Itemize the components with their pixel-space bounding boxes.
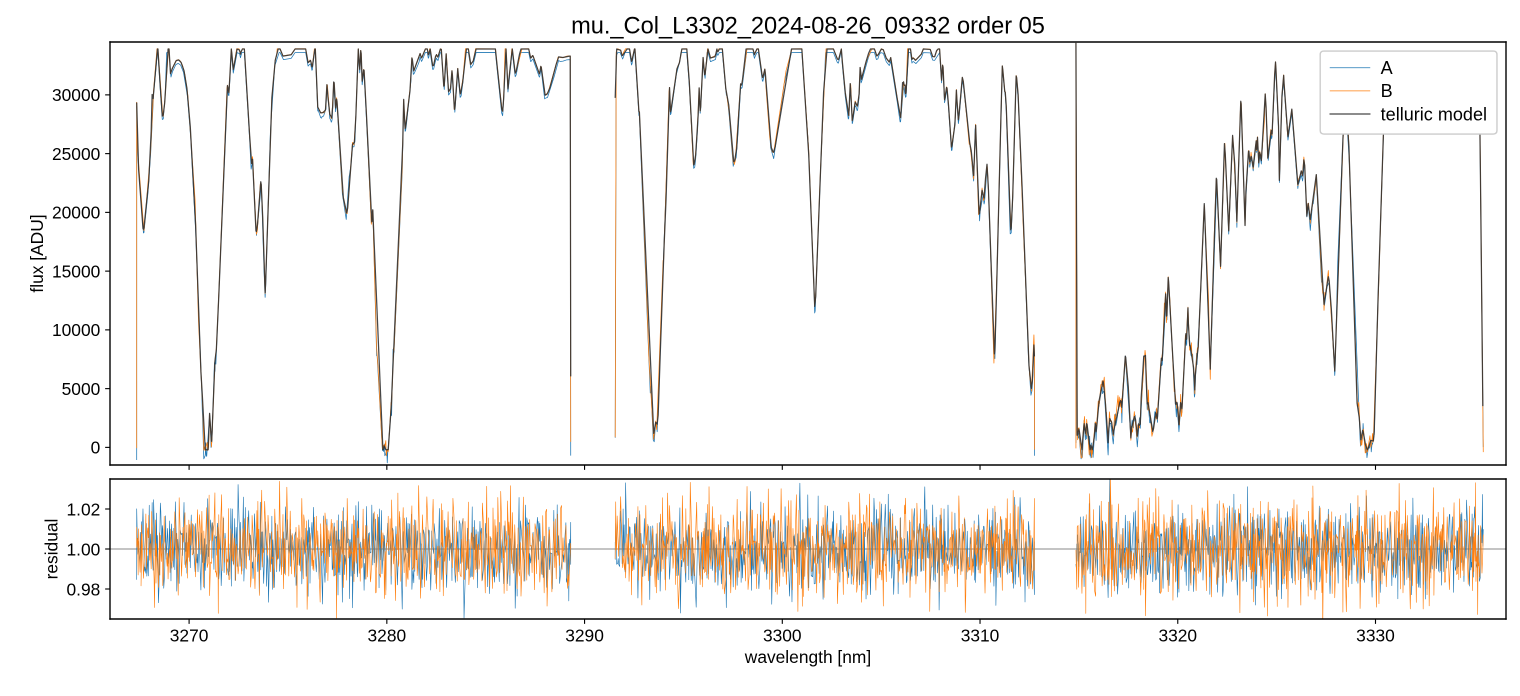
svg-text:20000: 20000 [52,203,100,223]
svg-text:3290: 3290 [565,625,604,645]
svg-text:3300: 3300 [763,625,802,645]
svg-text:3270: 3270 [170,625,209,645]
svg-text:3280: 3280 [368,625,407,645]
svg-text:15000: 15000 [52,261,100,281]
svg-text:A: A [1381,58,1393,78]
svg-text:3310: 3310 [961,625,1000,645]
svg-text:1.00: 1.00 [66,539,100,559]
svg-text:5000: 5000 [62,379,101,399]
svg-text:25000: 25000 [52,144,100,164]
svg-text:0.98: 0.98 [66,579,100,599]
svg-text:3330: 3330 [1356,625,1395,645]
svg-text:residual: residual [41,519,61,580]
svg-text:telluric model: telluric model [1381,104,1487,124]
svg-text:mu._Col_L3302_2024-08-26_09332: mu._Col_L3302_2024-08-26_09332 order 05 [571,14,1045,40]
svg-text:10000: 10000 [52,320,100,340]
svg-text:1.02: 1.02 [66,499,100,519]
svg-text:wavelength [nm]: wavelength [nm] [744,647,871,667]
svg-text:B: B [1381,81,1393,101]
svg-text:0: 0 [91,438,101,458]
svg-text:flux [ADU]: flux [ADU] [27,214,47,292]
svg-text:3320: 3320 [1158,625,1197,645]
svg-text:30000: 30000 [52,85,100,105]
